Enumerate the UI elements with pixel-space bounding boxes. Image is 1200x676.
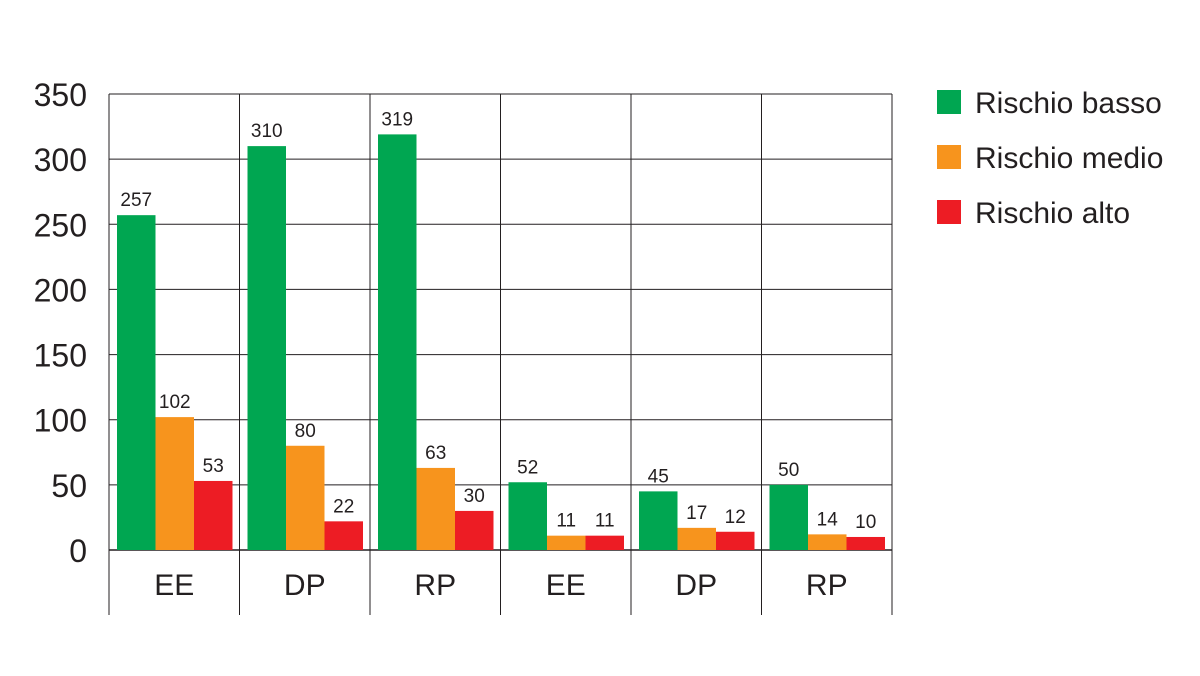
y-tick-label: 150 [34,338,87,374]
legend-swatch [937,200,961,224]
bar [585,535,624,550]
y-axis: 0 50 100 150 200 250 300 350 [34,77,87,569]
bar [378,134,417,551]
bar-value-label: 53 [203,456,224,477]
bar [286,445,325,550]
bar-value-label: 50 [778,460,799,481]
y-tick-label: 300 [34,142,87,178]
data-labels: 257 310 319 52 45 50 102 80 63 11 17 14 53 22 30 11 12 10 [120,109,876,533]
x-tick-label: EE [546,569,586,602]
bar-value-label: 52 [517,457,538,478]
bar [508,482,547,550]
x-tick-label: RP [806,569,848,602]
bar [416,467,455,550]
x-tick-label: DP [675,569,717,602]
bar-value-label: 102 [159,392,191,413]
bar [247,146,286,550]
bar-value-label: 22 [333,496,354,517]
legend-label: Rischio medio [975,142,1163,175]
bar [547,535,586,550]
y-tick-label: 250 [34,207,87,243]
y-tick-label: 200 [34,272,87,308]
bar-value-label: 310 [251,121,283,142]
x-tick-label: EE [154,569,194,602]
bar [716,531,755,550]
bar-value-label: 257 [120,190,152,211]
x-tick-label: RP [414,569,456,602]
bars [117,134,885,551]
bar-value-label: 10 [855,512,876,533]
bar-value-label: 80 [295,421,316,442]
legend-swatch [937,145,961,169]
bar-value-label: 11 [556,511,576,532]
bar-value-label: 14 [817,509,839,530]
bar [117,215,156,550]
bar [639,491,678,550]
bar-value-label: 17 [686,503,707,524]
y-tick-label: 100 [34,403,87,439]
bar [808,534,847,550]
bar-value-label: 30 [464,486,485,507]
legend-label: Rischio basso [975,87,1162,120]
legend: Rischio basso Rischio medio Rischio alto [937,87,1163,230]
legend-label: Rischio alto [975,197,1130,230]
bar-value-label: 319 [381,109,413,130]
y-tick-label: 50 [51,468,87,504]
bar-value-label: 12 [725,507,746,528]
x-tick-label: DP [284,569,326,602]
legend-swatch [937,90,961,114]
bar [194,480,233,550]
y-tick-label: 350 [34,77,87,113]
bar [846,536,885,550]
bar [677,527,716,550]
bar [324,521,363,550]
x-axis: EE DP RP EE DP RP [154,569,847,602]
bar [455,510,494,550]
bar-value-label: 11 [595,511,615,532]
grid-lines [108,93,893,615]
bar-value-label: 63 [425,443,446,464]
y-tick-label: 0 [69,533,87,569]
bar [769,484,808,550]
bar-value-label: 45 [648,466,669,487]
bar [155,417,194,550]
